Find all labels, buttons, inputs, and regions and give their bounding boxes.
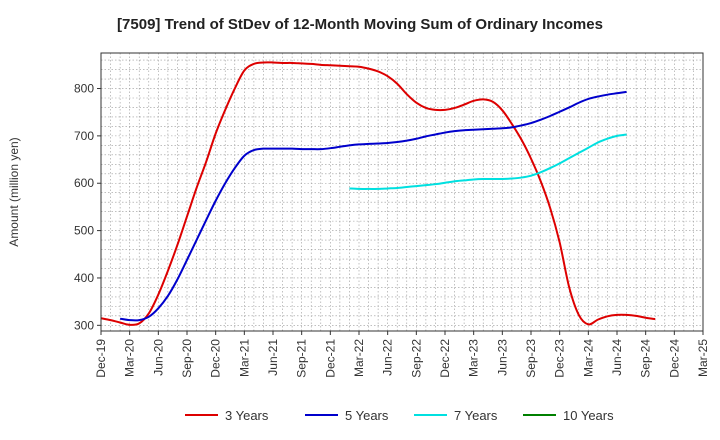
- legend-label: 10 Years: [563, 408, 614, 423]
- legend-label: 7 Years: [454, 408, 498, 423]
- x-tick-label: Mar-21: [237, 339, 251, 377]
- x-tick-label: Mar-22: [352, 339, 366, 377]
- x-tick-label: Jun-24: [610, 339, 624, 376]
- x-tick-label: Dec-21: [323, 339, 337, 378]
- plot-frame: [100, 52, 704, 332]
- x-tick-label: Jun-23: [495, 339, 509, 376]
- x-tick-label: Sep-21: [295, 339, 309, 378]
- y-tick-label: 400: [74, 271, 94, 285]
- y-tick-label: 300: [74, 318, 94, 332]
- x-tick-label: Dec-19: [94, 339, 108, 378]
- line-layer: [100, 61, 656, 326]
- x-tick-label: Dec-24: [667, 339, 681, 378]
- series-line-5-years: [119, 90, 627, 322]
- y-tick-label: 800: [74, 82, 94, 96]
- x-tick-label: Mar-25: [696, 339, 710, 377]
- x-tick-label: Dec-20: [209, 339, 223, 378]
- x-tick-label: Dec-22: [438, 339, 452, 378]
- x-tick-label: Dec-23: [553, 339, 567, 378]
- x-tick-label: Jun-21: [266, 339, 280, 376]
- legend-label: 3 Years: [225, 408, 269, 423]
- x-tick-label: Mar-20: [123, 339, 137, 377]
- x-tick-label: Jun-20: [151, 339, 165, 376]
- legend: 3 Years 5 Years 7 Years 10 Years: [185, 408, 614, 423]
- series-line-3-years: [100, 61, 656, 326]
- x-tick-label: Mar-23: [467, 339, 481, 377]
- y-axis-label: Amount (million yen): [7, 137, 21, 246]
- legend-label: 5 Years: [345, 408, 389, 423]
- x-tick-label: Sep-23: [524, 339, 538, 378]
- x-tick-label: Sep-22: [409, 339, 423, 378]
- y-tick-label: 500: [74, 224, 94, 238]
- x-axis: Dec-19 Mar-20 Jun-20 Sep-20 Dec-20 Mar-21 Jun-…: [94, 331, 710, 378]
- x-tick-label: Jun-22: [381, 339, 395, 376]
- y-tick-label: 600: [74, 176, 94, 190]
- x-tick-label: Sep-20: [180, 339, 194, 378]
- series-line-7-years: [349, 133, 627, 190]
- chart-title: [7509] Trend of StDev of 12-Month Moving…: [117, 16, 603, 33]
- x-tick-label: Sep-24: [639, 339, 653, 378]
- plot-background: [101, 53, 703, 331]
- y-tick-label: 700: [74, 129, 94, 143]
- x-tick-label: Mar-24: [581, 339, 595, 377]
- y-axis: 300 400 500 600 700 800: [74, 82, 101, 332]
